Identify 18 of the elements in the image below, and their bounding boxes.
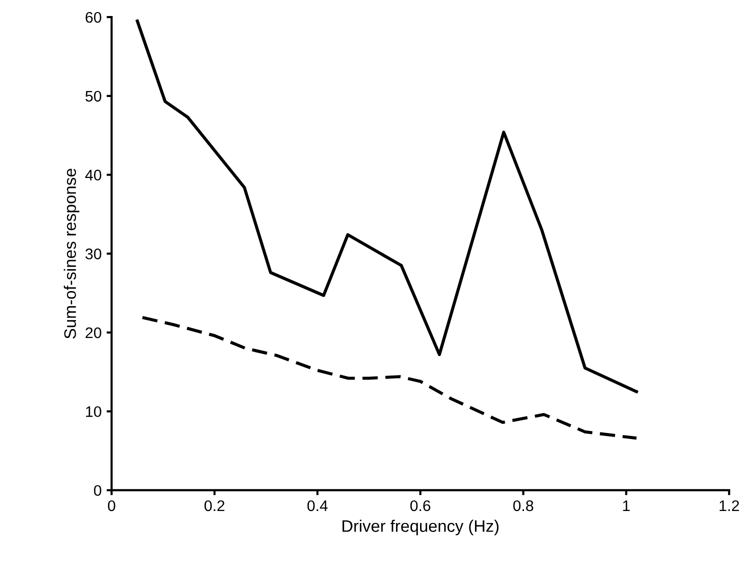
x-tick-label: 0.2 [204, 500, 224, 512]
y-tick-label: 20 [86, 327, 102, 338]
x-tick-label: 1.2 [720, 500, 739, 511]
x-tick-label: 0.8 [513, 500, 534, 512]
y-axis-title: Sum-of-sines response [64, 168, 80, 339]
line-series [136, 20, 638, 394]
y-tick-label: 30 [85, 248, 102, 260]
x-tick-label: 0.6 [410, 500, 430, 512]
y-tick-label: 60 [86, 12, 102, 23]
y-tick-label: 0 [94, 485, 102, 496]
x-tick-label: 1 [623, 500, 630, 511]
x-tick-label: 0 [108, 500, 116, 512]
x-tick-label: 0.4 [307, 500, 328, 512]
x-axis-title: Driver frequency (Hz) [342, 520, 499, 536]
line-series [140, 316, 638, 440]
y-tick-label: 40 [85, 170, 102, 180]
y-tick-label: 10 [86, 406, 102, 418]
y-tick-label: 50 [85, 90, 102, 102]
